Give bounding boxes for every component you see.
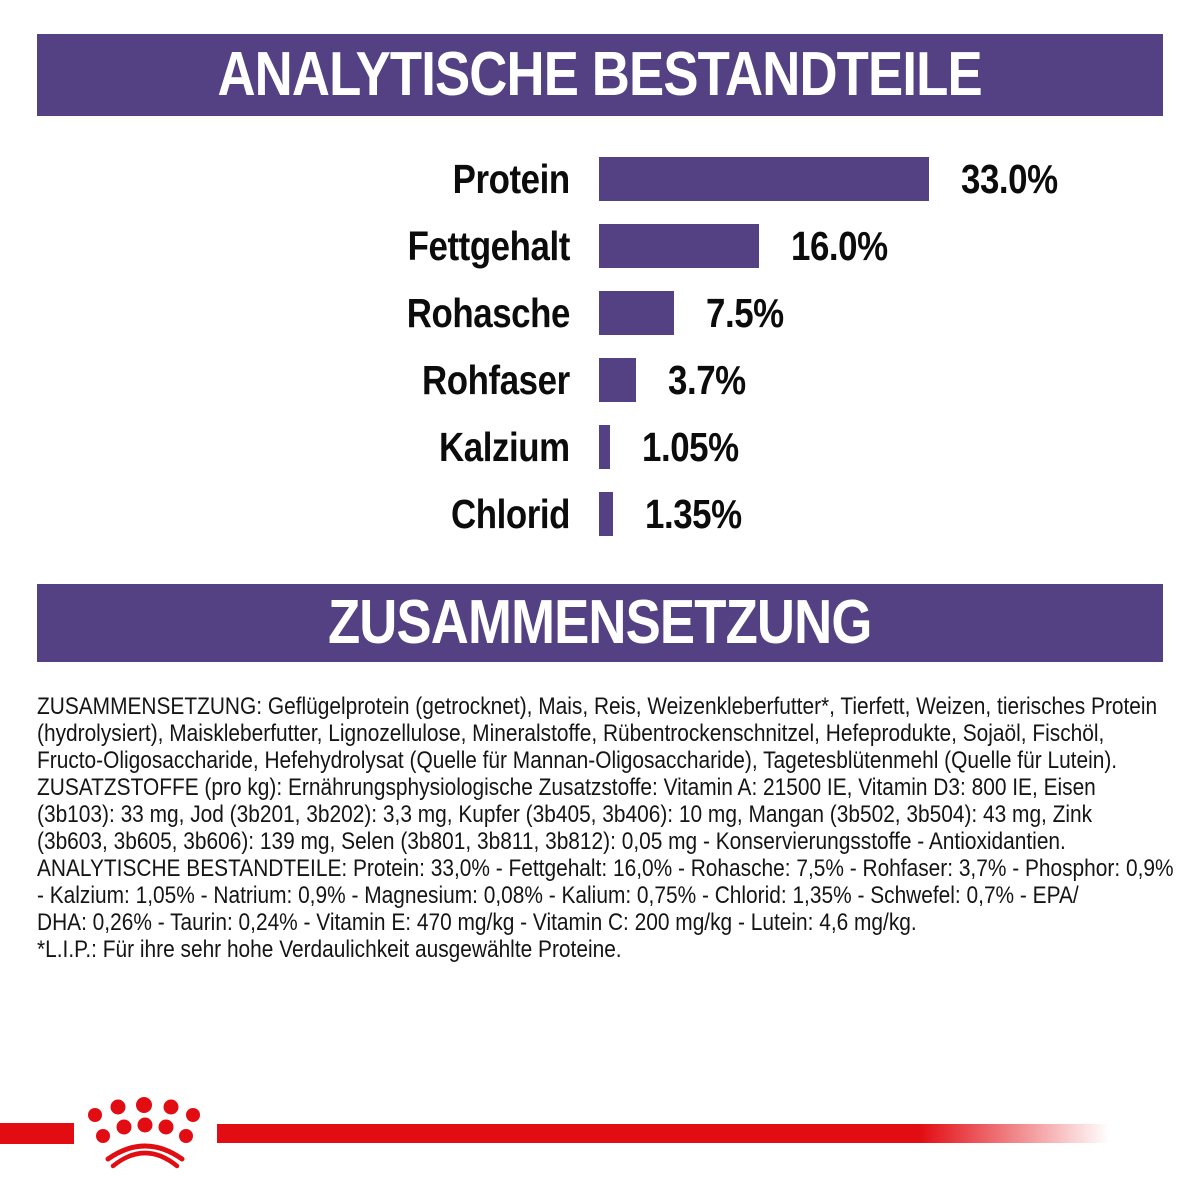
- chart-value-label: 1.35%: [645, 490, 742, 537]
- bar-chart: Protein 33.0% Fettgehalt 16.0% Rohasche 7.5% R…: [0, 157, 1200, 536]
- chart-category-label: Chlorid: [451, 490, 570, 537]
- composition-line: DHA: 0,26% - Taurin: 0,24% - Vitamin E: …: [37, 909, 917, 936]
- composition-title: ZUSAMMENSETZUNG: [328, 588, 872, 657]
- chart-category-label: Rohfaser: [422, 356, 570, 403]
- chart-value-label: 16.0%: [791, 222, 888, 269]
- composition-line: ZUSATZSTOFFE (pro kg): Ernährungsphysiol…: [37, 774, 1096, 801]
- composition-line: ANALYTISCHE BESTANDTEILE: Protein: 33,0%…: [37, 855, 1174, 882]
- chart-bar: [599, 157, 929, 201]
- footer-red-line-right: [217, 1124, 1118, 1143]
- footer-red-line-left: [0, 1123, 74, 1144]
- royal-canin-crown-icon: [88, 1097, 200, 1169]
- chart-value-label: 33.0%: [961, 155, 1058, 202]
- chart-bar: [599, 291, 674, 335]
- composition-banner: ZUSAMMENSETZUNG: [37, 584, 1163, 662]
- composition-text-block: ZUSAMMENSETZUNG: Geflügelprotein (getroc…: [37, 693, 1177, 963]
- chart-row: Fettgehalt 16.0%: [0, 224, 1200, 268]
- chart-bar: [599, 358, 636, 402]
- chart-value-label: 3.7%: [668, 356, 746, 403]
- chart-row: Rohasche 7.5%: [0, 291, 1200, 335]
- chart-value-label: 7.5%: [706, 289, 784, 336]
- chart-bar: [599, 224, 759, 268]
- composition-line: Fructo-Oligosaccharide, Hefehydrolysat (…: [37, 747, 1118, 774]
- chart-bar: [599, 492, 613, 536]
- chart-row: Chlorid 1.35%: [0, 492, 1200, 536]
- composition-line: ZUSAMMENSETZUNG: Geflügelprotein (getroc…: [37, 693, 1158, 720]
- chart-category-label: Protein: [452, 155, 571, 202]
- chart-bar: [599, 425, 610, 469]
- chart-category-label: Fettgehalt: [407, 222, 571, 269]
- analytical-constituents-title: ANALYTISCHE BESTANDTEILE: [217, 40, 983, 109]
- composition-line: (hydrolysiert), Maiskleberfutter, Lignoz…: [37, 720, 1105, 747]
- chart-category-label: Rohasche: [406, 289, 571, 336]
- chart-row: Kalzium 1.05%: [0, 425, 1200, 469]
- chart-value-label: 1.05%: [642, 423, 739, 470]
- composition-line: (3b603, 3b605, 3b606): 139 mg, Selen (3b…: [37, 828, 1066, 855]
- chart-row: Protein 33.0%: [0, 157, 1200, 201]
- composition-line: - Kalzium: 1,05% - Natrium: 0,9% - Magne…: [37, 882, 1079, 909]
- chart-row: Rohfaser 3.7%: [0, 358, 1200, 402]
- composition-line: *L.I.P.: Für ihre sehr hohe Verdaulichke…: [37, 936, 622, 963]
- chart-category-label: Kalzium: [439, 423, 570, 470]
- analytical-constituents-banner: ANALYTISCHE BESTANDTEILE: [37, 34, 1163, 116]
- composition-line: (3b103): 33 mg, Jod (3b201, 3b202): 3,3 …: [37, 801, 1093, 828]
